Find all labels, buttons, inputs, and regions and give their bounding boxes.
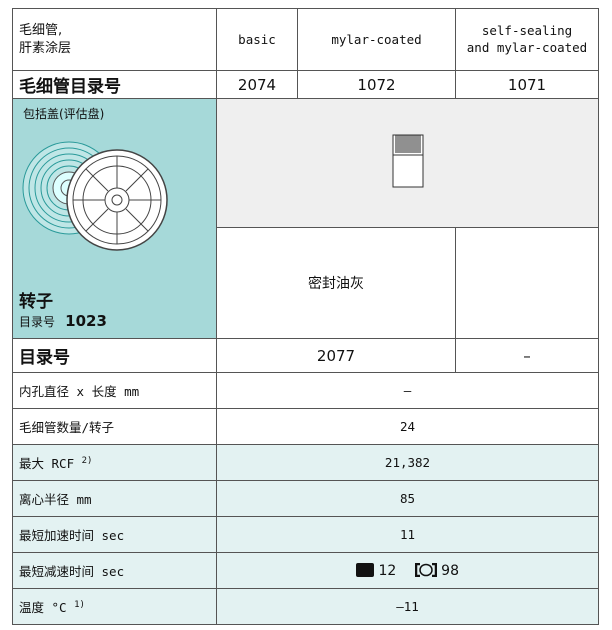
row-label: 最短加速时间 sec	[12, 516, 217, 553]
footnote: 1)	[74, 599, 85, 610]
rotor-row: 包括盖(评估盘) 转子 目录号 1023	[12, 98, 599, 339]
row-label: 内孔直径 x 长度 mm	[12, 372, 217, 409]
row-label: 离心半径 mm	[12, 480, 217, 517]
rotor-illustration	[22, 141, 168, 251]
column-header: basic	[216, 8, 298, 71]
rotor-cell: 包括盖(评估盘) 转子 目录号 1023	[12, 98, 217, 339]
row-label-cell: 温度 °C 1)	[12, 588, 217, 625]
row-label: 最大 RCF	[19, 456, 75, 471]
cell: 24	[216, 408, 599, 445]
cell: –11	[216, 588, 599, 625]
empty-cell	[455, 227, 599, 339]
spec-table: 毛细管, 肝素涂层 basic mylar-coated self-sealin…	[12, 8, 599, 625]
capillary-icon	[392, 134, 423, 188]
row-label: 目录号	[12, 338, 217, 373]
icon-lid	[355, 562, 374, 577]
spec-row: 内孔直径 x 长度 mm –	[12, 372, 599, 409]
capillary-icon-cell	[216, 98, 599, 228]
cell: 12 98	[216, 552, 599, 589]
row-label: 温度 °C	[19, 600, 67, 615]
cell: 1071	[455, 70, 599, 99]
spec-row: 毛细管数量/转子 24	[12, 408, 599, 445]
rotor-label: 转子	[19, 292, 53, 312]
column-header: mylar-coated	[297, 8, 456, 71]
lid-note: 包括盖(评估盘)	[23, 107, 105, 121]
spec-row: 最大 RCF 2) 21,382	[12, 444, 599, 481]
cell: –	[455, 338, 599, 373]
cell: 21,382	[216, 444, 599, 481]
value: 12	[378, 562, 397, 579]
cell: 2074	[216, 70, 298, 99]
spec-row: 最短加速时间 sec 11	[12, 516, 599, 553]
header-row: 毛细管, 肝素涂层 basic mylar-coated self-sealin…	[12, 8, 599, 71]
cell: 11	[216, 516, 599, 553]
icon-no-lid	[414, 562, 437, 577]
rotor-catalog-number: 1023	[65, 312, 107, 330]
cell: 1072	[297, 70, 456, 99]
spec-row: 温度 °C 1) –11	[12, 588, 599, 625]
footnote: 2)	[81, 455, 93, 466]
cell: 85	[216, 480, 599, 517]
cell: 2077	[216, 338, 456, 373]
spec-row: 最短减速时间 sec 12 98	[12, 552, 599, 589]
sealant-row: 密封油灰	[13, 227, 599, 339]
value: 98	[441, 562, 459, 579]
sealant: 密封油灰	[216, 227, 456, 339]
spec-row: 离心半径 mm 85	[12, 480, 599, 517]
row-label: 最短减速时间 sec	[12, 552, 217, 589]
capillary-row: 毛细管目录号 2074 1072 1071	[12, 70, 599, 99]
cell: –	[216, 372, 599, 409]
row-label: 毛细管目录号	[12, 70, 217, 99]
row-label: 毛细管数量/转子	[12, 408, 217, 445]
catalog-row: 目录号 2077 –	[12, 338, 599, 373]
row-label-cell: 最大 RCF 2)	[12, 444, 217, 481]
rotor-catalog-label: 目录号	[19, 315, 56, 329]
header-label: 毛细管, 肝素涂层	[12, 8, 217, 71]
column-header: self-sealing and mylar-coated	[455, 8, 599, 71]
